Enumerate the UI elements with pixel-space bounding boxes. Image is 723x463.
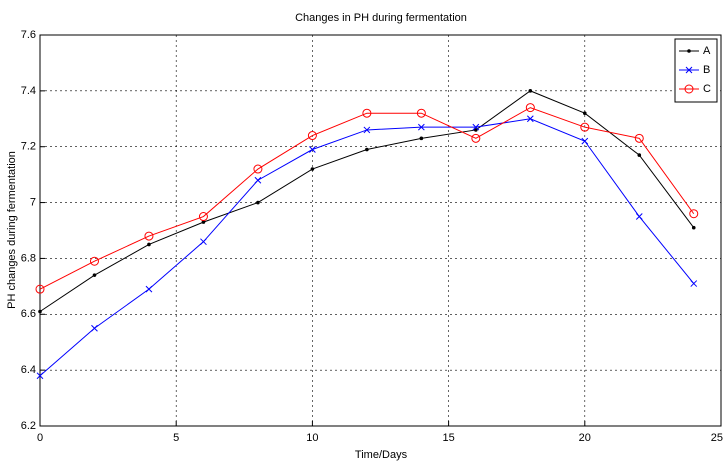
y-tick-label: 7 [30,196,36,208]
legend-label: A [703,45,711,57]
marker [198,212,208,222]
marker [362,108,372,118]
y-tick-label: 7.2 [21,141,36,153]
x-tick-label: 20 [579,432,591,444]
marker [583,111,587,115]
legend-label: B [703,64,710,76]
y-axis-label: PH changes during fermentation [6,151,18,309]
marker [690,280,698,287]
marker [365,147,369,152]
marker [254,176,262,184]
x-tick-label: 25 [711,432,723,444]
marker [580,122,590,132]
marker [419,136,424,141]
x-tick-label: 10 [306,432,318,444]
legend-marker [684,84,694,94]
marker [256,200,260,205]
marker [35,284,45,294]
x-tick-label: 0 [37,432,43,444]
marker [474,128,478,132]
marker [634,133,644,143]
marker [307,131,317,141]
marker [253,164,263,174]
marker [525,103,535,113]
y-tick-label: 6.6 [21,308,36,320]
legend-marker [685,66,693,74]
plot-frame [39,34,722,427]
chart-title: Changes in PH during fermentation [295,12,467,24]
y-tick-label: 7.6 [21,29,36,41]
marker [635,213,643,220]
marker [91,324,98,332]
marker [526,115,534,123]
marker [528,89,533,93]
marker [144,231,154,241]
marker [145,285,153,293]
marker [310,167,315,171]
marker [147,242,151,247]
marker [418,123,425,131]
series-line [39,90,695,312]
marker [689,209,699,219]
series-line [39,107,695,290]
marker [416,108,426,118]
series-line [39,118,695,377]
y-tick-label: 6.4 [21,364,36,376]
marker [472,123,480,131]
y-tick-label: 6.2 [21,420,36,432]
marker [581,137,589,145]
legend-marker [687,49,691,53]
x-axis-label: Time/Days [355,449,408,461]
marker [691,225,696,230]
marker [201,220,206,224]
y-tick-label: 7.4 [21,85,36,97]
marker [309,146,316,153]
x-tick-label: 15 [442,432,454,444]
marker [36,372,44,380]
marker [637,153,642,157]
marker [471,133,481,143]
marker [89,256,99,266]
marker [38,309,42,314]
x-tick-label: 5 [173,432,179,444]
marker [363,126,371,134]
marker [200,238,207,246]
marker [92,273,97,277]
y-tick-label: 6.8 [21,252,36,264]
legend-label: C [703,83,711,95]
